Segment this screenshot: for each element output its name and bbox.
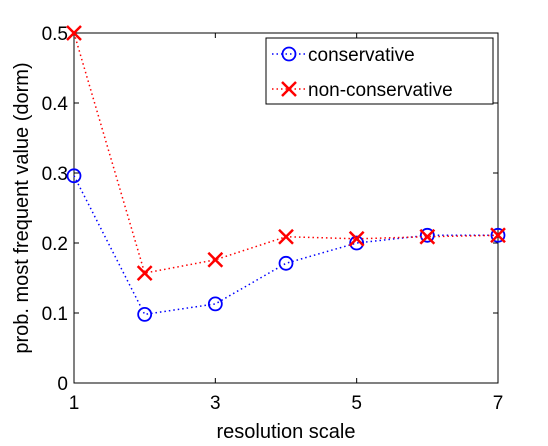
data-point-non-conservative: [348, 230, 365, 247]
data-point-conservative: [490, 227, 506, 243]
data-point-non-conservative: [490, 227, 506, 244]
x-axis-label: resolution scale: [217, 421, 356, 443]
y-tick-label: 0.3: [42, 164, 68, 185]
data-point-conservative: [349, 235, 365, 251]
data-point-non-conservative: [136, 265, 153, 281]
series-layer: [66, 25, 506, 322]
x-tick-label: 1: [69, 393, 80, 414]
series-non-conservative: [66, 25, 506, 281]
x-tick-label: 5: [351, 393, 362, 414]
series-conservative: [66, 168, 506, 322]
legend-label-conservative: conservative: [308, 45, 415, 66]
y-tick-label: 0: [57, 374, 68, 395]
x-tick-label: 7: [493, 393, 504, 414]
legend-box: [265, 37, 494, 105]
data-point-conservative: [207, 296, 223, 312]
data-point-non-conservative: [419, 228, 436, 245]
y-axis-label: prob. most frequent value (dorm): [11, 62, 33, 353]
legend-marker-conservative: [281, 46, 297, 62]
legend-label-non-conservative: non-conservative: [308, 80, 453, 101]
legend-marker-non-conservative: [281, 81, 297, 97]
y-tick-label: 0.5: [42, 24, 68, 45]
data-point-conservative: [278, 255, 294, 271]
y-axis-ticks: 0 0.1 0.2 0.3 0.4 0.5: [42, 24, 498, 395]
x-tick-label: 3: [210, 393, 221, 414]
data-point-non-conservative: [278, 228, 294, 245]
y-tick-label: 0.4: [42, 94, 69, 115]
data-point-conservative: [419, 227, 435, 243]
y-tick-label: 0.1: [42, 304, 68, 325]
data-point-conservative: [137, 306, 153, 322]
y-tick-label: 0.2: [42, 234, 68, 255]
legend: conservative non-conservative: [265, 37, 494, 105]
data-point-non-conservative: [207, 251, 224, 268]
data-point-conservative: [66, 168, 82, 184]
data-point-non-conservative: [66, 25, 82, 41]
